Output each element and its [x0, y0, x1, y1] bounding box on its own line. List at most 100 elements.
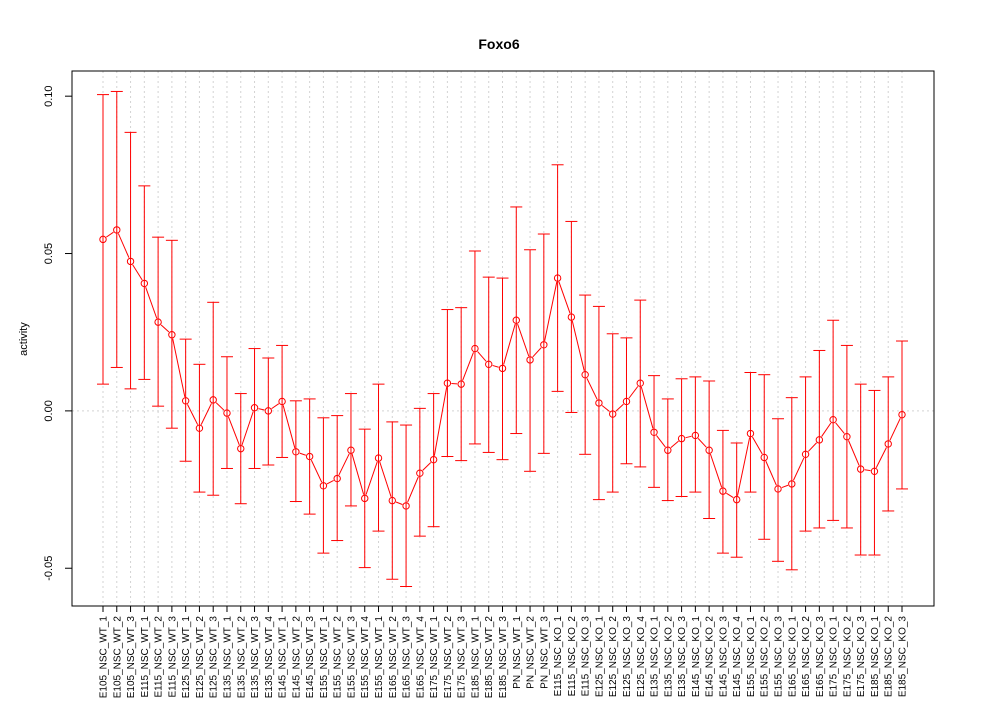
- data-point: [154, 318, 162, 326]
- series-line-segment: [433, 387, 448, 456]
- series-line-segment: [117, 233, 130, 258]
- data-point: [856, 465, 865, 473]
- series-line-segment: [601, 405, 610, 412]
- data-point: [319, 482, 328, 490]
- x-tick-label: E165_NSC_KO_2: [801, 616, 812, 698]
- x-tick-label: E165_NSC_KO_1: [787, 616, 798, 698]
- x-tick-label: E135_NSC_WT_2: [236, 616, 247, 699]
- x-axis: E105_NSC_WT_1 E105_NSC_WT_2 E105_NSC_WT_3 E…: [99, 605, 909, 699]
- x-tick-label: E125_NSC_WT_2: [195, 616, 206, 699]
- data-point: [223, 409, 231, 417]
- series-line-segment: [670, 440, 679, 449]
- data-point: [691, 431, 700, 440]
- data-point: [402, 502, 410, 510]
- x-tick-label: E155_NSC_KO_1: [746, 616, 757, 698]
- series-line-segment: [807, 442, 817, 452]
- data-point: [264, 407, 273, 415]
- data-point: [305, 452, 314, 461]
- x-tick-label: E155_NSC_KO_2: [760, 616, 771, 698]
- data-point: [429, 455, 438, 464]
- x-tick-label: E115_NSC_WT_2: [154, 616, 165, 698]
- series-line-segment: [187, 404, 199, 425]
- series-line-segment: [299, 452, 307, 456]
- data-point: [333, 474, 341, 483]
- data-point: [443, 379, 452, 387]
- series-line-segment: [628, 386, 639, 399]
- data-point: [292, 448, 300, 456]
- x-tick-label: E155_NSC_WT_1: [319, 616, 330, 699]
- x-tick-label: E185_NSC_KO_1: [870, 616, 881, 698]
- series-line-segment: [326, 479, 334, 485]
- x-tick-label: E115_NSC_WT_3: [167, 616, 178, 698]
- data-point: [540, 341, 548, 349]
- x-tick-label: E125_NSC_WT_3: [209, 616, 220, 699]
- y-tick-label: 0.05: [43, 243, 55, 264]
- x-tick-label: E105_NSC_WT_3: [126, 616, 137, 699]
- x-tick-label: E185_NSC_WT_1: [470, 616, 481, 699]
- data-point: [126, 257, 135, 266]
- y-tick-label: 0.00: [43, 400, 55, 421]
- series-line-segment: [737, 437, 751, 496]
- series-line-segment: [132, 264, 143, 281]
- data-point: [884, 440, 892, 448]
- data-point: [567, 313, 576, 321]
- data-point: [870, 467, 879, 476]
- x-tick-label: E115_NSC_KO_2: [567, 616, 578, 697]
- x-tick-label: E165_NSC_KO_3: [815, 616, 826, 698]
- x-tick-label: E125_NSC_KO_1: [594, 616, 605, 698]
- x-tick-label: E155_NSC_WT_2: [333, 616, 344, 699]
- data-point: [209, 396, 217, 404]
- x-tick-label: E125_NSC_KO_2: [608, 616, 619, 698]
- series-line-segment: [271, 403, 280, 410]
- x-tick-label: E115_NSC_WT_1: [140, 616, 151, 698]
- series-layer: [97, 90, 908, 587]
- series-line-segment: [685, 435, 692, 439]
- series-line-segment: [200, 403, 212, 425]
- series-line-segment: [765, 460, 777, 486]
- series-line-segment: [172, 338, 186, 397]
- series-line-segment: [351, 453, 365, 495]
- x-tick-label: E145_NSC_WT_2: [291, 616, 302, 699]
- series-line-segment: [821, 422, 832, 437]
- series-line-segment: [793, 457, 805, 481]
- data-point: [347, 446, 355, 454]
- x-tick-label: E145_NSC_KO_3: [718, 616, 729, 698]
- x-tick-label: E175_NSC_WT_3: [457, 616, 468, 699]
- data-point: [388, 496, 396, 505]
- data-point: [457, 380, 465, 388]
- x-tick-label: E115_NSC_KO_1: [553, 616, 564, 697]
- data-point: [677, 434, 686, 443]
- x-tick-label: E135_NSC_KO_1: [650, 616, 661, 698]
- data-point: [195, 424, 204, 432]
- x-tick-label: E105_NSC_WT_2: [112, 616, 123, 699]
- series-line-segment: [544, 281, 558, 341]
- series-line-segment: [282, 405, 296, 449]
- series-line-segment: [379, 461, 392, 497]
- data-point: [250, 404, 259, 412]
- series-line-segment: [395, 501, 403, 505]
- series-line-segment: [752, 436, 763, 455]
- x-tick-label: E175_NSC_KO_3: [856, 616, 867, 698]
- data-point: [278, 397, 286, 406]
- series-line-segment: [422, 462, 432, 471]
- series-line-segment: [365, 461, 378, 495]
- series-line-segment: [492, 364, 499, 368]
- data-point: [168, 331, 176, 339]
- series-line-segment: [697, 438, 707, 448]
- data-point: [140, 279, 149, 288]
- series-line-segment: [310, 459, 323, 483]
- data-point: [843, 432, 851, 441]
- series-line-segment: [848, 440, 860, 466]
- data-point: [746, 429, 755, 438]
- series-line-segment: [241, 411, 254, 446]
- x-tick-label: E115_NSC_KO_3: [581, 616, 592, 697]
- data-point: [471, 344, 479, 353]
- data-point: [416, 469, 424, 477]
- data-point: [732, 495, 741, 504]
- x-tick-label: PN_NSC_WT_3: [539, 616, 550, 689]
- data-point: [99, 235, 107, 244]
- x-tick-label: E125_NSC_KO_3: [622, 616, 633, 698]
- data-point: [801, 450, 810, 459]
- series-line-segment: [106, 231, 114, 238]
